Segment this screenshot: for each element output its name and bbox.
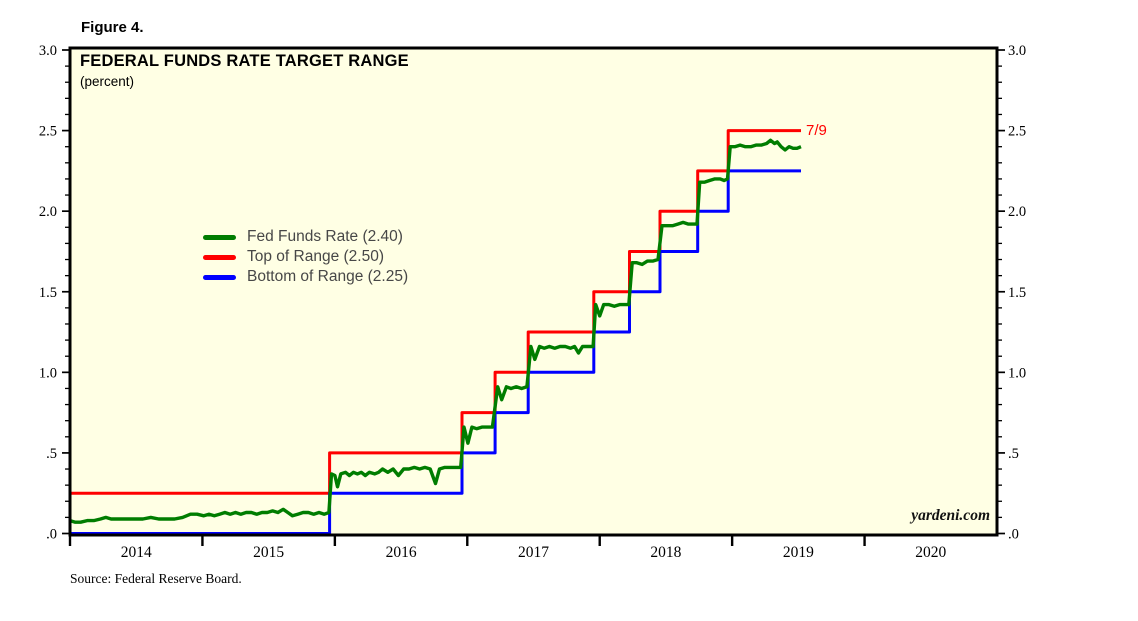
tick-label: 1.5 bbox=[39, 285, 57, 301]
tick-label: 1.0 bbox=[39, 365, 57, 381]
legend-label-fed-funds-rate: Fed Funds Rate (2.40) bbox=[247, 228, 403, 245]
tick-label: 2015 bbox=[253, 544, 284, 561]
tick-label: 2.5 bbox=[39, 124, 57, 140]
tick-label: .0 bbox=[1008, 527, 1019, 543]
tick-label: 1.5 bbox=[1008, 285, 1026, 301]
plot-border bbox=[68, 46, 999, 537]
legend-swatch-bottom-of-range bbox=[203, 274, 236, 280]
chart-title: FEDERAL FUNDS RATE TARGET RANGE bbox=[80, 52, 409, 70]
legend-item-fed-funds-rate: Fed Funds Rate (2.40) bbox=[203, 227, 408, 247]
legend: Fed Funds Rate (2.40) Top of Range (2.50… bbox=[203, 227, 408, 287]
legend-swatch-fed-funds-rate bbox=[203, 234, 236, 240]
tick-label: 2016 bbox=[386, 544, 417, 561]
legend-item-bottom-of-range: Bottom of Range (2.25) bbox=[203, 267, 408, 287]
figure-label: Figure 4. bbox=[81, 19, 144, 36]
tick-label: 3.0 bbox=[39, 43, 57, 59]
legend-label-bottom-of-range: Bottom of Range (2.25) bbox=[247, 268, 409, 285]
tick-label: 1.0 bbox=[1008, 365, 1026, 381]
tick-label: 3.0 bbox=[1008, 43, 1026, 59]
tick-label: .5 bbox=[1008, 446, 1019, 462]
tick-label: 2.5 bbox=[1008, 124, 1026, 140]
legend-label-top-of-range: Top of Range (2.50) bbox=[247, 248, 385, 265]
annotation-last-date: 7/9 bbox=[806, 122, 827, 139]
chart-subtitle: (percent) bbox=[80, 74, 135, 89]
source-note: Source: Federal Reserve Board. bbox=[70, 571, 242, 586]
legend-swatch-top-of-range bbox=[203, 254, 236, 260]
fed-funds-rate-line bbox=[69, 138, 802, 524]
tick-label: 2018 bbox=[650, 544, 681, 561]
plot-background bbox=[70, 48, 997, 535]
tick-label: 2017 bbox=[518, 544, 549, 561]
tick-label: 2014 bbox=[121, 544, 152, 561]
tick-label: 2019 bbox=[783, 544, 814, 561]
tick-label: 2.0 bbox=[1008, 204, 1026, 220]
tick-label: 2020 bbox=[915, 544, 946, 561]
legend-item-top-of-range: Top of Range (2.50) bbox=[203, 247, 408, 267]
tick-label: .5 bbox=[46, 446, 57, 462]
tick-label: .0 bbox=[46, 527, 57, 543]
tick-label: 2.0 bbox=[39, 204, 57, 220]
watermark: yardeni.com bbox=[911, 507, 990, 524]
